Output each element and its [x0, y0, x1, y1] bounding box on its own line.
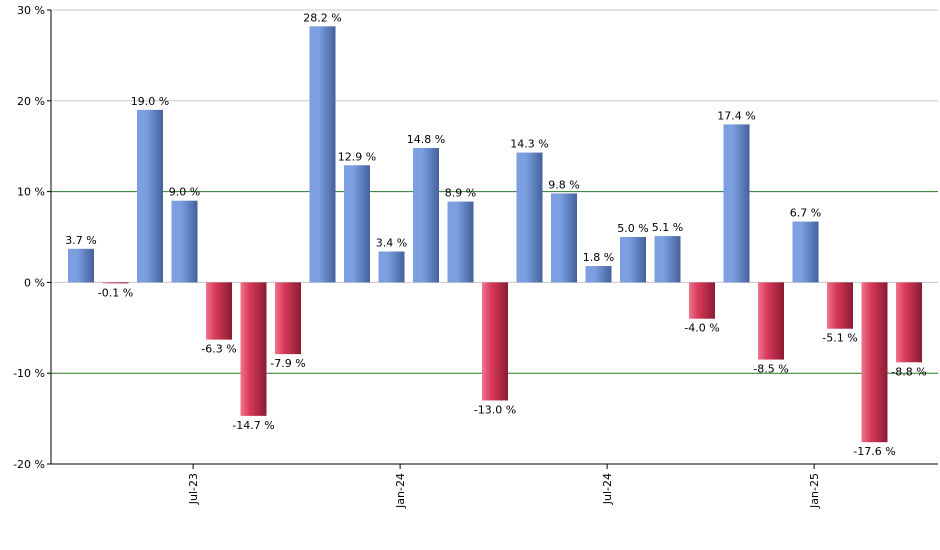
x-tick-label: Jan-24	[394, 473, 407, 509]
bar	[482, 282, 508, 401]
data-label: 12.9 %	[338, 150, 376, 163]
bar	[206, 282, 232, 340]
bar	[240, 282, 267, 416]
bar	[896, 282, 922, 363]
data-label: -14.7 %	[232, 419, 274, 432]
bar	[758, 282, 784, 360]
data-label: 14.8 %	[407, 133, 445, 146]
bar	[827, 282, 853, 329]
bar	[723, 124, 750, 283]
y-tick-label: 30 %	[17, 4, 45, 17]
data-label: 1.8 %	[583, 251, 614, 264]
data-label: -5.1 %	[822, 332, 857, 345]
x-tick-label: Jul-24	[601, 473, 614, 505]
bar	[620, 237, 646, 283]
bar	[344, 165, 370, 283]
bar	[585, 266, 612, 283]
x-tick-label: Jul-23	[187, 473, 200, 505]
data-label: 3.7 %	[65, 234, 96, 247]
data-label: -8.5 %	[753, 363, 788, 376]
data-label: 5.1 %	[652, 221, 683, 234]
bar	[447, 201, 474, 283]
bar	[171, 200, 198, 283]
data-label: 5.0 %	[617, 222, 648, 235]
data-label: 9.8 %	[548, 178, 579, 191]
bar	[413, 148, 439, 283]
data-label: -8.8 %	[891, 365, 926, 378]
y-tick-label: -20 %	[13, 458, 45, 471]
axes: 30 % 20 % 10 % 0 % -10 % -20 % Jul-23 Jan-24 Jul…	[13, 4, 938, 509]
y-tick-label: -10 %	[13, 367, 45, 380]
data-label: 19.0 %	[131, 95, 169, 108]
bar	[378, 251, 405, 283]
data-label: 6.7 %	[790, 207, 821, 220]
y-tick-label: 0 %	[24, 276, 45, 289]
data-label: 14.3 %	[510, 138, 548, 151]
bar	[654, 236, 681, 283]
bar	[792, 221, 819, 283]
bar	[551, 193, 577, 283]
data-label: 9.0 %	[169, 186, 200, 199]
data-label: -7.9 %	[270, 357, 305, 370]
bar	[137, 109, 163, 283]
y-tick-label: 20 %	[17, 95, 45, 108]
data-label: 3.4 %	[376, 237, 407, 250]
bar	[68, 248, 94, 283]
data-label: 28.2 %	[303, 11, 341, 24]
data-label: -0.1 %	[98, 286, 133, 299]
data-labels: 3.7 % -0.1 % 19.0 % 9.0 % -6.3 % -14.7 % -7.9 …	[65, 11, 926, 458]
bar	[309, 26, 336, 283]
bars	[68, 26, 922, 443]
data-label: 8.9 %	[445, 187, 476, 200]
data-label: -13.0 %	[474, 403, 516, 416]
bar	[689, 282, 715, 319]
bar	[861, 282, 888, 443]
data-label: -17.6 %	[853, 445, 895, 458]
bar	[516, 152, 543, 283]
data-label: -4.0 %	[684, 322, 719, 335]
x-tick-label: Jan-25	[808, 473, 821, 509]
data-label: -6.3 %	[201, 343, 236, 356]
bar	[275, 282, 301, 355]
bar	[102, 282, 129, 284]
data-label: 17.4 %	[717, 109, 755, 122]
y-tick-label: 10 %	[17, 186, 45, 199]
